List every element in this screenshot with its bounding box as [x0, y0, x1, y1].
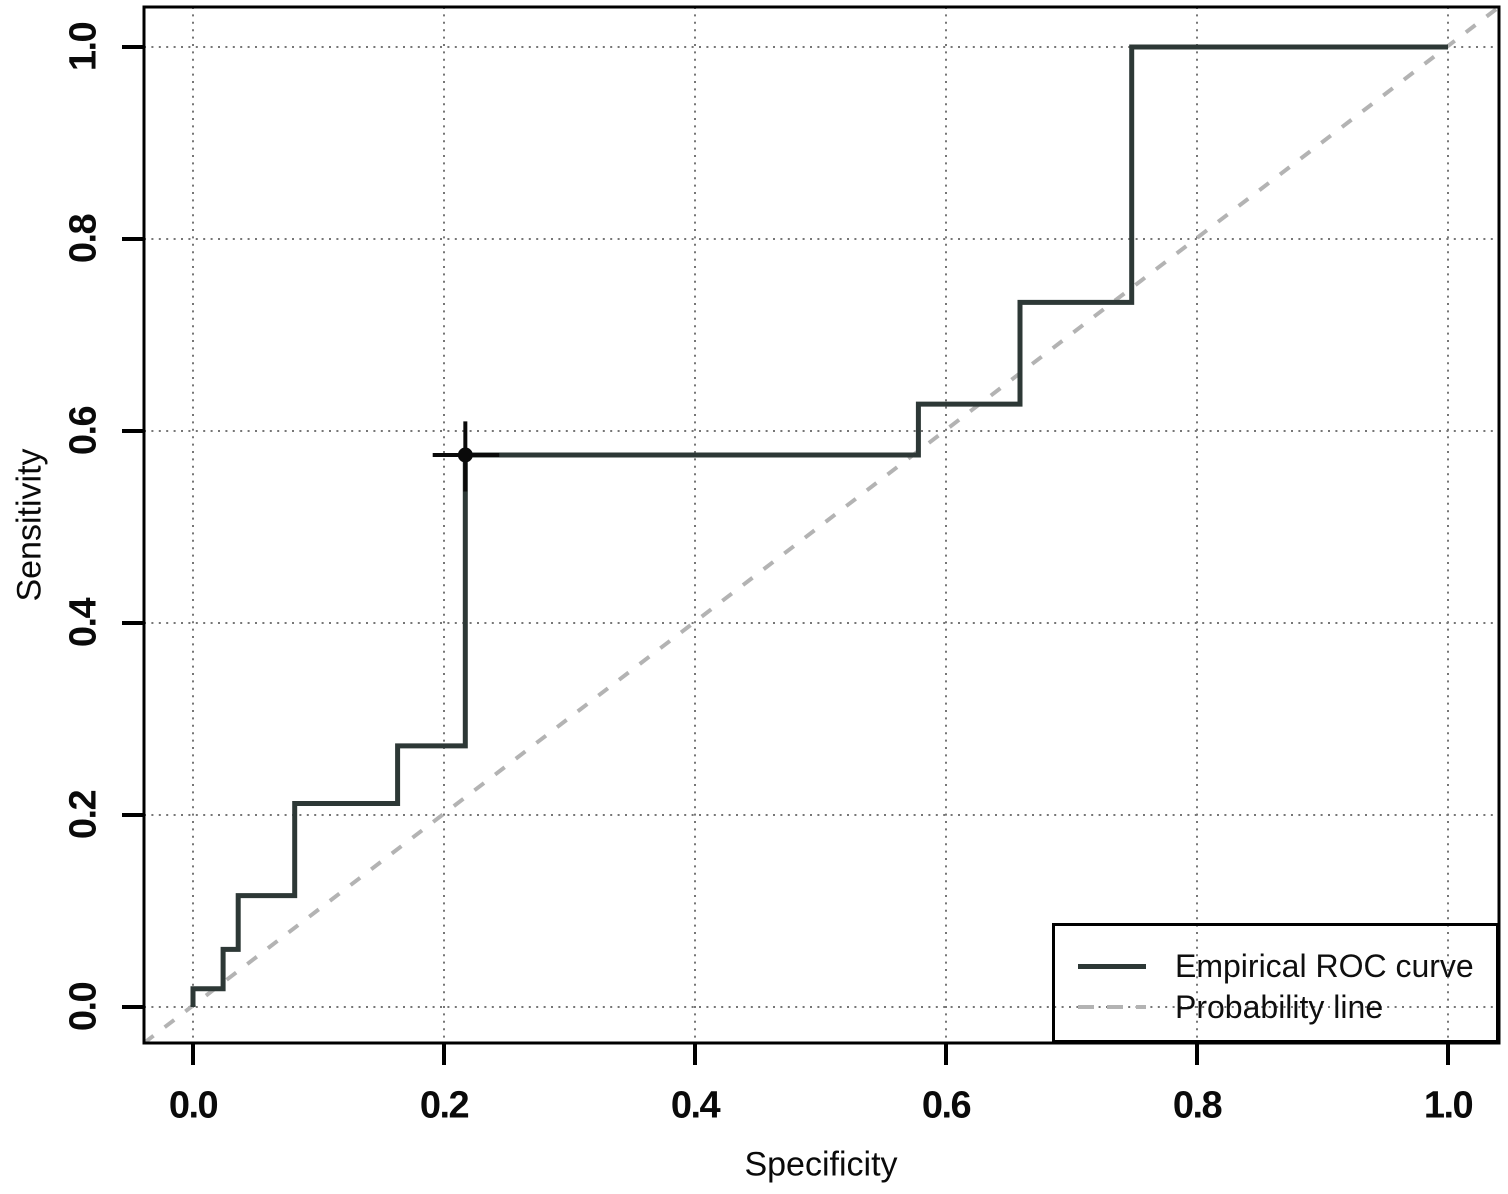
- y-tick-label-1.0: 1.0: [62, 22, 105, 72]
- x-axis-title: Specificity: [744, 1145, 898, 1184]
- y-tick-label-0.2: 0.2: [62, 790, 105, 840]
- y-axis-title: Sensitivity: [10, 448, 49, 602]
- x-tick-label-0.0: 0.0: [168, 1084, 219, 1127]
- x-tick-label-0.8: 0.8: [1172, 1084, 1223, 1127]
- y-tick-label-0.6: 0.6: [62, 406, 105, 456]
- legend-solid-line-swatch: [1078, 963, 1146, 969]
- x-tick-label-1.0: 1.0: [1423, 1084, 1474, 1127]
- x-tick-label-0.2: 0.2: [419, 1084, 470, 1127]
- x-tick-label-0.4: 0.4: [670, 1084, 721, 1127]
- x-tick-label-0.6: 0.6: [921, 1084, 972, 1127]
- legend-entry-probability-line: Probability line: [1078, 991, 1383, 1023]
- legend-dashed-line-swatch: [1078, 1005, 1146, 1009]
- y-tick-label-0.0: 0.0: [62, 982, 105, 1032]
- y-tick-label-0.4: 0.4: [62, 598, 105, 648]
- plot-box-border: [142, 5, 1501, 1045]
- plot-box-background: [144, 7, 1499, 1043]
- empirical-roc-curve: [190, 44, 1448, 1007]
- y-tick-label-0.8: 0.8: [62, 214, 105, 264]
- legend-label: Empirical ROC curve: [1175, 948, 1474, 984]
- legend-box: Empirical ROC curve Probability line: [1052, 923, 1499, 1043]
- marked-point: [457, 447, 473, 463]
- legend-entry-empirical-roc: Empirical ROC curve: [1078, 950, 1474, 982]
- legend-label: Probability line: [1175, 989, 1384, 1025]
